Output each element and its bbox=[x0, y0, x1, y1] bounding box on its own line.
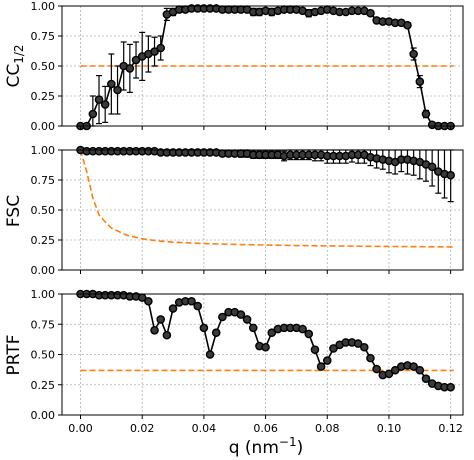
x-axis-title: q (nm−1) bbox=[229, 435, 304, 458]
cc-half-data-point bbox=[113, 85, 122, 95]
cc-half-data-point bbox=[94, 95, 104, 104]
prtf-data-point bbox=[156, 315, 166, 324]
cc-half-data-point bbox=[366, 8, 375, 18]
prtf-data-point bbox=[248, 323, 258, 333]
fsc-y-tick-label: 1.00 bbox=[31, 144, 56, 157]
prtf-data-point bbox=[193, 301, 203, 311]
cc-half-y-axis-title-subscript: 1/2 bbox=[12, 44, 26, 63]
panel-prtf: 0.000.250.500.751.00 0.00 0.02 0.04 0.06 0.0… bbox=[4, 288, 464, 458]
prtf-data-point bbox=[199, 323, 209, 333]
prtf-data-point bbox=[211, 328, 221, 338]
prtf-data-point bbox=[168, 304, 178, 313]
prtf-data-point bbox=[298, 324, 307, 334]
prtf-y-tick-label: 0.25 bbox=[31, 379, 56, 392]
prtf-x-tick-label: 0.02 bbox=[130, 422, 155, 435]
cc-half-data-point bbox=[421, 109, 431, 119]
prtf-data-point bbox=[304, 329, 314, 339]
prtf-data-point bbox=[261, 342, 270, 352]
prtf-data-point bbox=[446, 382, 455, 392]
fsc-y-tick-label: 0.75 bbox=[31, 174, 56, 187]
x-axis-title-superscript: −1 bbox=[279, 435, 297, 449]
prtf-data-point bbox=[162, 330, 172, 340]
prtf-data-point bbox=[390, 365, 400, 375]
cc-half-data-point bbox=[409, 49, 418, 59]
prtf-y-tick-label: 1.00 bbox=[31, 288, 56, 301]
cc-half-data-point bbox=[156, 43, 166, 53]
prtf-data-point bbox=[150, 325, 159, 335]
prtf-data-point bbox=[218, 312, 227, 322]
prtf-markers bbox=[76, 289, 455, 392]
cc-half-data-point bbox=[131, 55, 141, 65]
cc-half-y-ticks: 0.00 0.25 0.50 0.75 1.00 bbox=[31, 0, 62, 133]
prtf-x-tick-label: 0.00 bbox=[68, 422, 93, 435]
prtf-data-point bbox=[205, 350, 215, 359]
cc-half-data-point bbox=[100, 100, 110, 109]
cc-half-data-point bbox=[415, 77, 425, 86]
cc-half-data-point bbox=[107, 79, 116, 89]
fsc-data-point bbox=[427, 162, 437, 172]
prtf-data-point bbox=[421, 374, 431, 384]
prtf-x-tick-label: 0.10 bbox=[377, 422, 402, 435]
fsc-y-axis-title: FSC bbox=[4, 195, 24, 227]
prtf-x-tick-label: 0.08 bbox=[315, 422, 340, 435]
prtf-data-point bbox=[267, 328, 277, 338]
prtf-data-point bbox=[409, 362, 418, 371]
prtf-y-tick-label: 0.00 bbox=[31, 409, 56, 422]
x-axis-title-end: ) bbox=[297, 438, 304, 458]
fsc-y-tick-label: 0.25 bbox=[31, 234, 56, 247]
prtf-data-point bbox=[242, 315, 252, 324]
cc-half-data-point bbox=[403, 20, 412, 30]
fsc-threshold-path bbox=[79, 149, 454, 248]
prtf-data-point bbox=[310, 345, 320, 354]
fsc-y-tick-label: 0.00 bbox=[31, 264, 56, 277]
prtf-data-point bbox=[359, 342, 369, 352]
fsc-x-ticks bbox=[80, 270, 452, 274]
prtf-data-point bbox=[384, 369, 394, 379]
prtf-data-point bbox=[144, 296, 153, 306]
cc-half-data-point bbox=[125, 64, 135, 73]
cc-half-data-point bbox=[150, 47, 159, 56]
cc-half-y-axis-title: CC1/2 bbox=[4, 44, 26, 87]
fsc-y-tick-label: 0.50 bbox=[31, 204, 56, 217]
cc-half-data-point bbox=[88, 109, 98, 119]
prtf-x-tick-label: 0.04 bbox=[192, 422, 217, 435]
panel-fsc: 0.00 0.25 0.50 0.75 1.00 FSC bbox=[4, 144, 464, 277]
prtf-data-point bbox=[353, 339, 363, 348]
prtf-data-point bbox=[316, 362, 326, 371]
cc-half-y-tick-label: 0.25 bbox=[31, 90, 56, 103]
prtf-data-point bbox=[329, 344, 338, 353]
prtf-data-point bbox=[236, 310, 246, 319]
fsc-threshold-curve bbox=[79, 149, 454, 248]
cc-half-y-axis-title-main: CC bbox=[4, 64, 24, 88]
panel-cc-half: 0.00 0.25 0.50 0.75 1.00 CC1/2 bbox=[4, 0, 464, 133]
prtf-data-point bbox=[366, 353, 375, 363]
prtf-y-tick-label: 0.50 bbox=[31, 349, 56, 362]
prtf-x-tick-label: 0.06 bbox=[253, 422, 278, 435]
prtf-x-tick-label: 0.12 bbox=[438, 422, 463, 435]
fsc-data-point bbox=[446, 170, 455, 180]
prtf-data-point bbox=[415, 365, 425, 375]
prtf-y-axis-title: PRTF bbox=[4, 335, 24, 376]
cc-half-y-tick-label: 0.50 bbox=[31, 60, 56, 73]
prtf-data-point bbox=[372, 364, 381, 374]
cc-half-y-tick-label: 0.00 bbox=[31, 120, 56, 133]
cc-half-x-ticks bbox=[80, 126, 452, 130]
prtf-data-point bbox=[322, 356, 332, 365]
prtf-x-ticks: 0.00 0.02 0.04 0.06 0.08 0.10 0.12 bbox=[68, 415, 463, 435]
cc-half-markers bbox=[76, 4, 455, 131]
cc-half-y-tick-label: 0.75 bbox=[31, 30, 56, 43]
prtf-y-tick-label: 0.75 bbox=[31, 318, 56, 331]
prtf-y-ticks: 0.00 0.25 0.50 0.75 1.00 bbox=[31, 288, 62, 422]
fsc-y-ticks: 0.00 0.25 0.50 0.75 1.00 bbox=[31, 144, 62, 277]
prtf-data-point bbox=[187, 296, 196, 306]
cc-half-y-tick-label: 1.00 bbox=[31, 0, 56, 13]
fsc-markers bbox=[76, 145, 455, 180]
x-axis-title-main: q (nm bbox=[229, 438, 279, 458]
